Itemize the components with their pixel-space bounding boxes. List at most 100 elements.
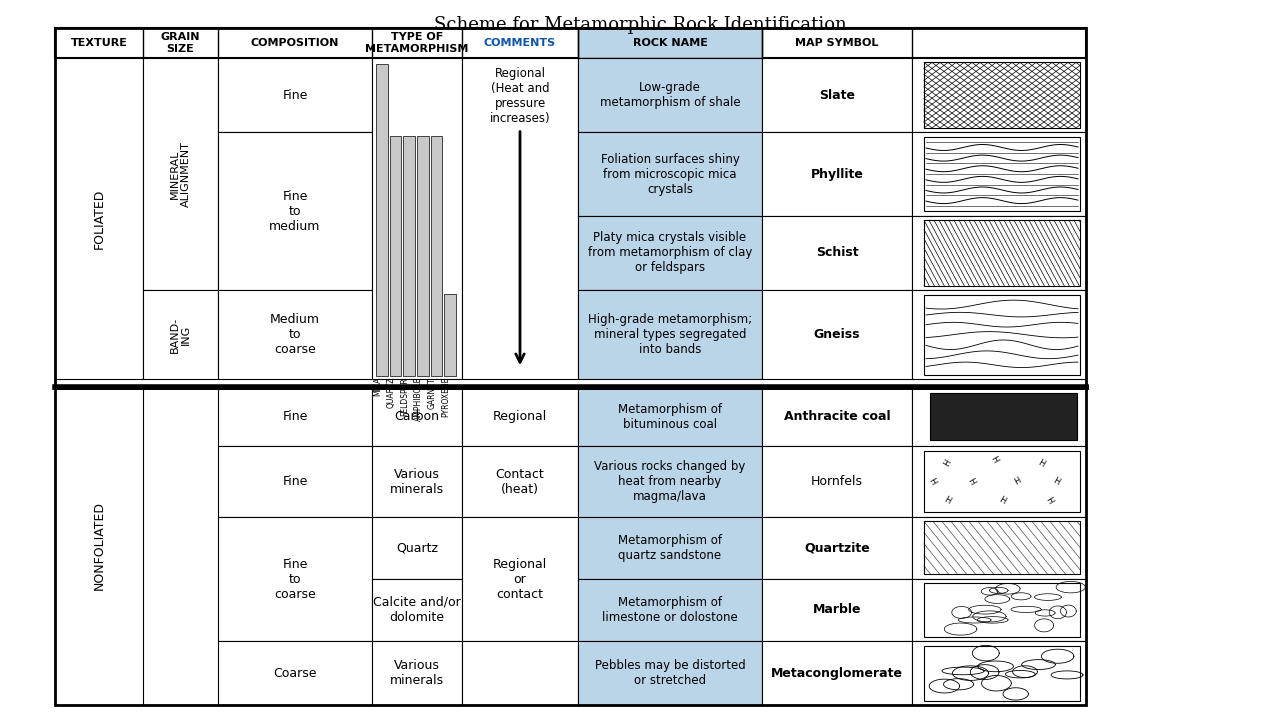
Text: H: H — [942, 495, 952, 505]
Bar — [218, 517, 372, 641]
Text: H: H — [1036, 458, 1046, 469]
Bar — [924, 451, 1080, 513]
Bar — [579, 28, 762, 58]
Text: ROCK NAME: ROCK NAME — [632, 38, 708, 48]
Text: H: H — [1043, 495, 1055, 505]
Bar — [762, 387, 911, 446]
Bar — [218, 132, 372, 290]
Text: FOLIATED: FOLIATED — [92, 189, 105, 249]
Bar — [376, 64, 388, 376]
Bar — [924, 63, 1080, 128]
Text: Metamorphism of
limestone or dolostone: Metamorphism of limestone or dolostone — [602, 596, 737, 624]
Text: BAND-
ING: BAND- ING — [170, 317, 191, 353]
Text: Schist: Schist — [815, 246, 859, 259]
Bar — [417, 136, 429, 376]
Bar — [218, 641, 372, 705]
Bar — [579, 58, 762, 132]
Bar — [462, 387, 579, 446]
Bar — [55, 28, 1085, 58]
Text: GARNET: GARNET — [428, 377, 436, 409]
Text: Scheme for Metamorphic Rock Identification: Scheme for Metamorphic Rock Identificati… — [434, 17, 846, 35]
Bar — [911, 446, 1085, 517]
Bar — [579, 387, 762, 446]
Text: TYPE OF
METAMORPHISM: TYPE OF METAMORPHISM — [365, 32, 468, 54]
Bar — [911, 290, 1085, 379]
Text: MAP SYMBOL: MAP SYMBOL — [795, 38, 878, 48]
Text: H: H — [988, 455, 1000, 465]
Text: AMPHIBOLE: AMPHIBOLE — [413, 377, 422, 421]
Text: COMMENTS: COMMENTS — [484, 38, 556, 48]
Text: FELDSPAR: FELDSPAR — [401, 377, 410, 416]
Text: Calcite and/or
dolomite: Calcite and/or dolomite — [374, 596, 461, 624]
Bar — [55, 58, 143, 379]
Text: Quartzite: Quartzite — [804, 541, 870, 554]
Bar — [372, 387, 462, 446]
Text: TEXTURE: TEXTURE — [70, 38, 128, 48]
Bar — [579, 641, 762, 705]
Text: Fine: Fine — [283, 475, 307, 488]
Text: Coarse: Coarse — [273, 667, 316, 680]
Bar — [579, 290, 762, 379]
Text: H: H — [1052, 476, 1061, 487]
Bar — [762, 290, 911, 379]
Text: PYROXENE: PYROXENE — [442, 377, 451, 418]
Text: Metamorphism of
quartz sandstone: Metamorphism of quartz sandstone — [618, 534, 722, 562]
Text: Quartz: Quartz — [396, 541, 438, 554]
Bar — [372, 58, 462, 379]
Bar — [372, 517, 462, 579]
Bar — [372, 446, 462, 517]
Bar — [218, 446, 372, 517]
Bar — [762, 641, 911, 705]
Text: MICA: MICA — [372, 377, 381, 397]
Bar — [762, 446, 911, 517]
Bar — [143, 290, 218, 379]
Text: H: H — [942, 458, 952, 468]
Bar — [931, 392, 1076, 441]
Bar — [924, 583, 1080, 636]
Bar — [372, 641, 462, 705]
Bar — [924, 220, 1080, 286]
Bar — [218, 290, 372, 379]
Text: Foliation surfaces shiny
from microscopic mica
crystals: Foliation surfaces shiny from microscopi… — [600, 153, 740, 196]
Bar — [579, 579, 762, 641]
Bar — [911, 58, 1085, 132]
Text: Fine: Fine — [283, 410, 307, 423]
Text: H: H — [965, 477, 977, 487]
Text: High-grade metamorphism;
mineral types segregated
into bands: High-grade metamorphism; mineral types s… — [588, 313, 753, 356]
Bar — [924, 521, 1080, 575]
Text: QUARTZ: QUARTZ — [387, 377, 396, 408]
Text: Phyllite: Phyllite — [810, 168, 864, 181]
Text: Contact
(heat): Contact (heat) — [495, 467, 544, 495]
Bar — [762, 216, 911, 290]
Text: Fine: Fine — [283, 89, 307, 102]
Text: Carbon: Carbon — [394, 410, 439, 423]
Text: Gneiss: Gneiss — [814, 328, 860, 341]
Bar — [911, 641, 1085, 705]
Text: Slate: Slate — [819, 89, 855, 102]
Bar — [762, 579, 911, 641]
Text: COMPOSITION: COMPOSITION — [251, 38, 339, 48]
Text: Metamorphism of
bituminous coal: Metamorphism of bituminous coal — [618, 402, 722, 431]
Bar — [444, 294, 456, 376]
Bar — [579, 446, 762, 517]
Bar — [143, 58, 218, 290]
Text: Regional: Regional — [493, 410, 547, 423]
Text: Fine
to
medium: Fine to medium — [269, 190, 321, 233]
Bar — [55, 387, 143, 705]
Bar — [462, 58, 579, 379]
Bar — [911, 132, 1085, 216]
Bar — [218, 387, 372, 446]
Bar — [55, 28, 1085, 705]
Text: GRAIN
SIZE: GRAIN SIZE — [161, 32, 200, 54]
Text: Various
minerals: Various minerals — [390, 659, 444, 687]
Bar — [911, 579, 1085, 641]
Text: H: H — [997, 495, 1007, 505]
Bar — [579, 517, 762, 579]
Bar — [579, 132, 762, 216]
Bar — [430, 136, 443, 376]
Bar — [403, 136, 415, 376]
Bar — [911, 387, 1085, 446]
Text: MINERAL
ALIGNMENT: MINERAL ALIGNMENT — [170, 141, 191, 207]
Text: Regional
(Heat and
pressure
increases): Regional (Heat and pressure increases) — [490, 67, 550, 125]
Text: Various rocks changed by
heat from nearby
magma/lava: Various rocks changed by heat from nearb… — [594, 460, 746, 503]
